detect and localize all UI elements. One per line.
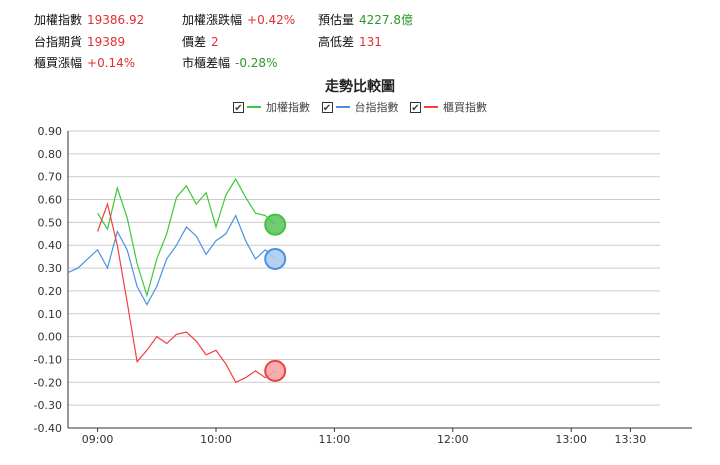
x-tick-label: 11:00 [319, 433, 351, 446]
stat-otc-change: 櫃買漲幅 +0.14% [34, 54, 135, 71]
chart-title: 走勢比較圖 [325, 79, 395, 95]
x-tick-label: 09:00 [82, 433, 114, 446]
stat-est-volume: 預估量 4227.8億 [318, 11, 413, 28]
y-tick-label: 0.60 [38, 194, 63, 207]
stat-value: 131 [359, 35, 382, 49]
series-end-marker [264, 359, 287, 382]
checkbox-checked-icon[interactable]: ✔ [321, 101, 333, 114]
stat-spread: 價差 2 [182, 33, 219, 50]
stat-market-diff: 市櫃差幅 -0.28% [182, 54, 277, 71]
legend-item-futures[interactable]: ✔ 台指指數 [321, 99, 399, 115]
stat-label: 高低差 [318, 35, 355, 49]
x-tick-label: 10:00 [200, 433, 232, 446]
y-tick-label: 0.40 [38, 239, 63, 252]
x-tick-label: 13:30 [615, 433, 647, 446]
stat-taiex: 加權指數 19386.92 [34, 11, 144, 28]
y-tick-label: 0.80 [38, 148, 63, 161]
y-tick-label: 0.70 [38, 171, 63, 184]
stat-high-low: 高低差 131 [318, 33, 382, 50]
y-tick-label: 0.00 [38, 331, 63, 344]
series-end-marker [264, 247, 287, 270]
stat-value: 19386.92 [87, 13, 145, 27]
stats-panel: 加權指數 19386.92 加權漲跌幅 +0.42% 預估量 4227.8億 台指期貨… [0, 0, 720, 70]
stat-label: 櫃買漲幅 [34, 56, 83, 70]
stat-taiex-change: 加權漲跌幅 +0.42% [182, 11, 295, 28]
legend-item-otc[interactable]: ✔ 櫃買指數 [410, 99, 487, 115]
y-tick-label: -0.20 [34, 376, 62, 389]
stat-value: 2 [211, 35, 219, 49]
y-tick-label: 0.30 [38, 262, 63, 275]
legend-item-taiex[interactable]: ✔ 加權指數 [233, 99, 310, 115]
series-end-marker [264, 213, 287, 236]
legend-swatch [335, 106, 350, 108]
y-tick-label: 0.20 [38, 285, 63, 298]
legend-label: 台指指數 [354, 101, 399, 114]
y-tick-label: -0.10 [34, 353, 62, 366]
chart-legend: ✔ 加權指數 ✔ 台指指數 ✔ 櫃買指數 [0, 99, 720, 115]
stat-label: 台指期貨 [34, 35, 83, 49]
stat-futures: 台指期貨 19389 [34, 33, 125, 50]
y-tick-label: 0.50 [38, 216, 63, 229]
x-tick-label: 12:00 [437, 433, 469, 446]
checkbox-checked-icon[interactable]: ✔ [233, 101, 244, 114]
stat-value: +0.14% [87, 56, 136, 70]
y-tick-label: -0.30 [34, 399, 62, 412]
stat-value: 4227.8億 [359, 13, 414, 27]
series-line [67, 214, 276, 306]
series-line [97, 202, 276, 384]
stat-label: 價差 [182, 35, 207, 49]
checkbox-checked-icon[interactable]: ✔ [410, 101, 421, 114]
y-tick-label: 0.90 [38, 125, 63, 138]
stat-value: 19389 [87, 35, 126, 49]
stat-value: -0.28% [235, 56, 278, 70]
series-line [97, 177, 276, 298]
legend-label: 加權指數 [266, 101, 310, 114]
legend-label: 櫃買指數 [443, 101, 487, 114]
stat-label: 加權指數 [34, 13, 83, 27]
y-tick-label: 0.10 [38, 308, 63, 321]
legend-swatch [247, 106, 261, 108]
stat-value: +0.42% [247, 13, 296, 27]
stat-label: 預估量 [318, 13, 355, 27]
x-tick-label: 13:00 [555, 433, 587, 446]
y-tick-label: -0.40 [34, 422, 62, 435]
legend-swatch [424, 106, 438, 108]
stat-label: 加權漲跌幅 [182, 13, 243, 27]
stat-label: 市櫃差幅 [182, 56, 231, 70]
